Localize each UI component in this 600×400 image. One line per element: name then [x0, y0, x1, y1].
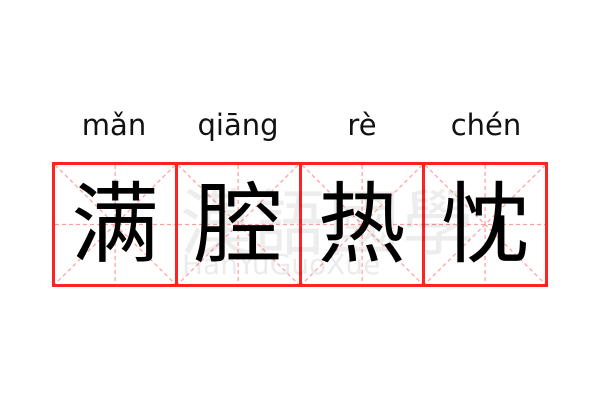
watermark: 漢語國學 [180, 182, 477, 266]
guide-lines [178, 165, 298, 284]
character-cell: 腔 [178, 165, 302, 284]
character: 热 [317, 172, 406, 276]
pinyin-1: mǎn [81, 108, 147, 142]
character-cell: 满 [55, 165, 179, 284]
character-grid: 满 腔 热 忱 [52, 162, 548, 287]
character-cell: 忱 [425, 165, 545, 284]
watermark-latin: HanYuGuoXue [182, 248, 381, 281]
pinyin-4: chén [450, 108, 522, 142]
guide-lines [425, 165, 545, 284]
guide-lines [302, 165, 422, 284]
character: 满 [71, 172, 160, 276]
guide-lines [55, 165, 175, 284]
character-cell: 热 [302, 165, 425, 284]
pinyin-2: qiāng [197, 108, 279, 142]
character: 忱 [440, 172, 529, 276]
pinyin-3: rè [347, 108, 377, 142]
character: 腔 [194, 172, 283, 276]
